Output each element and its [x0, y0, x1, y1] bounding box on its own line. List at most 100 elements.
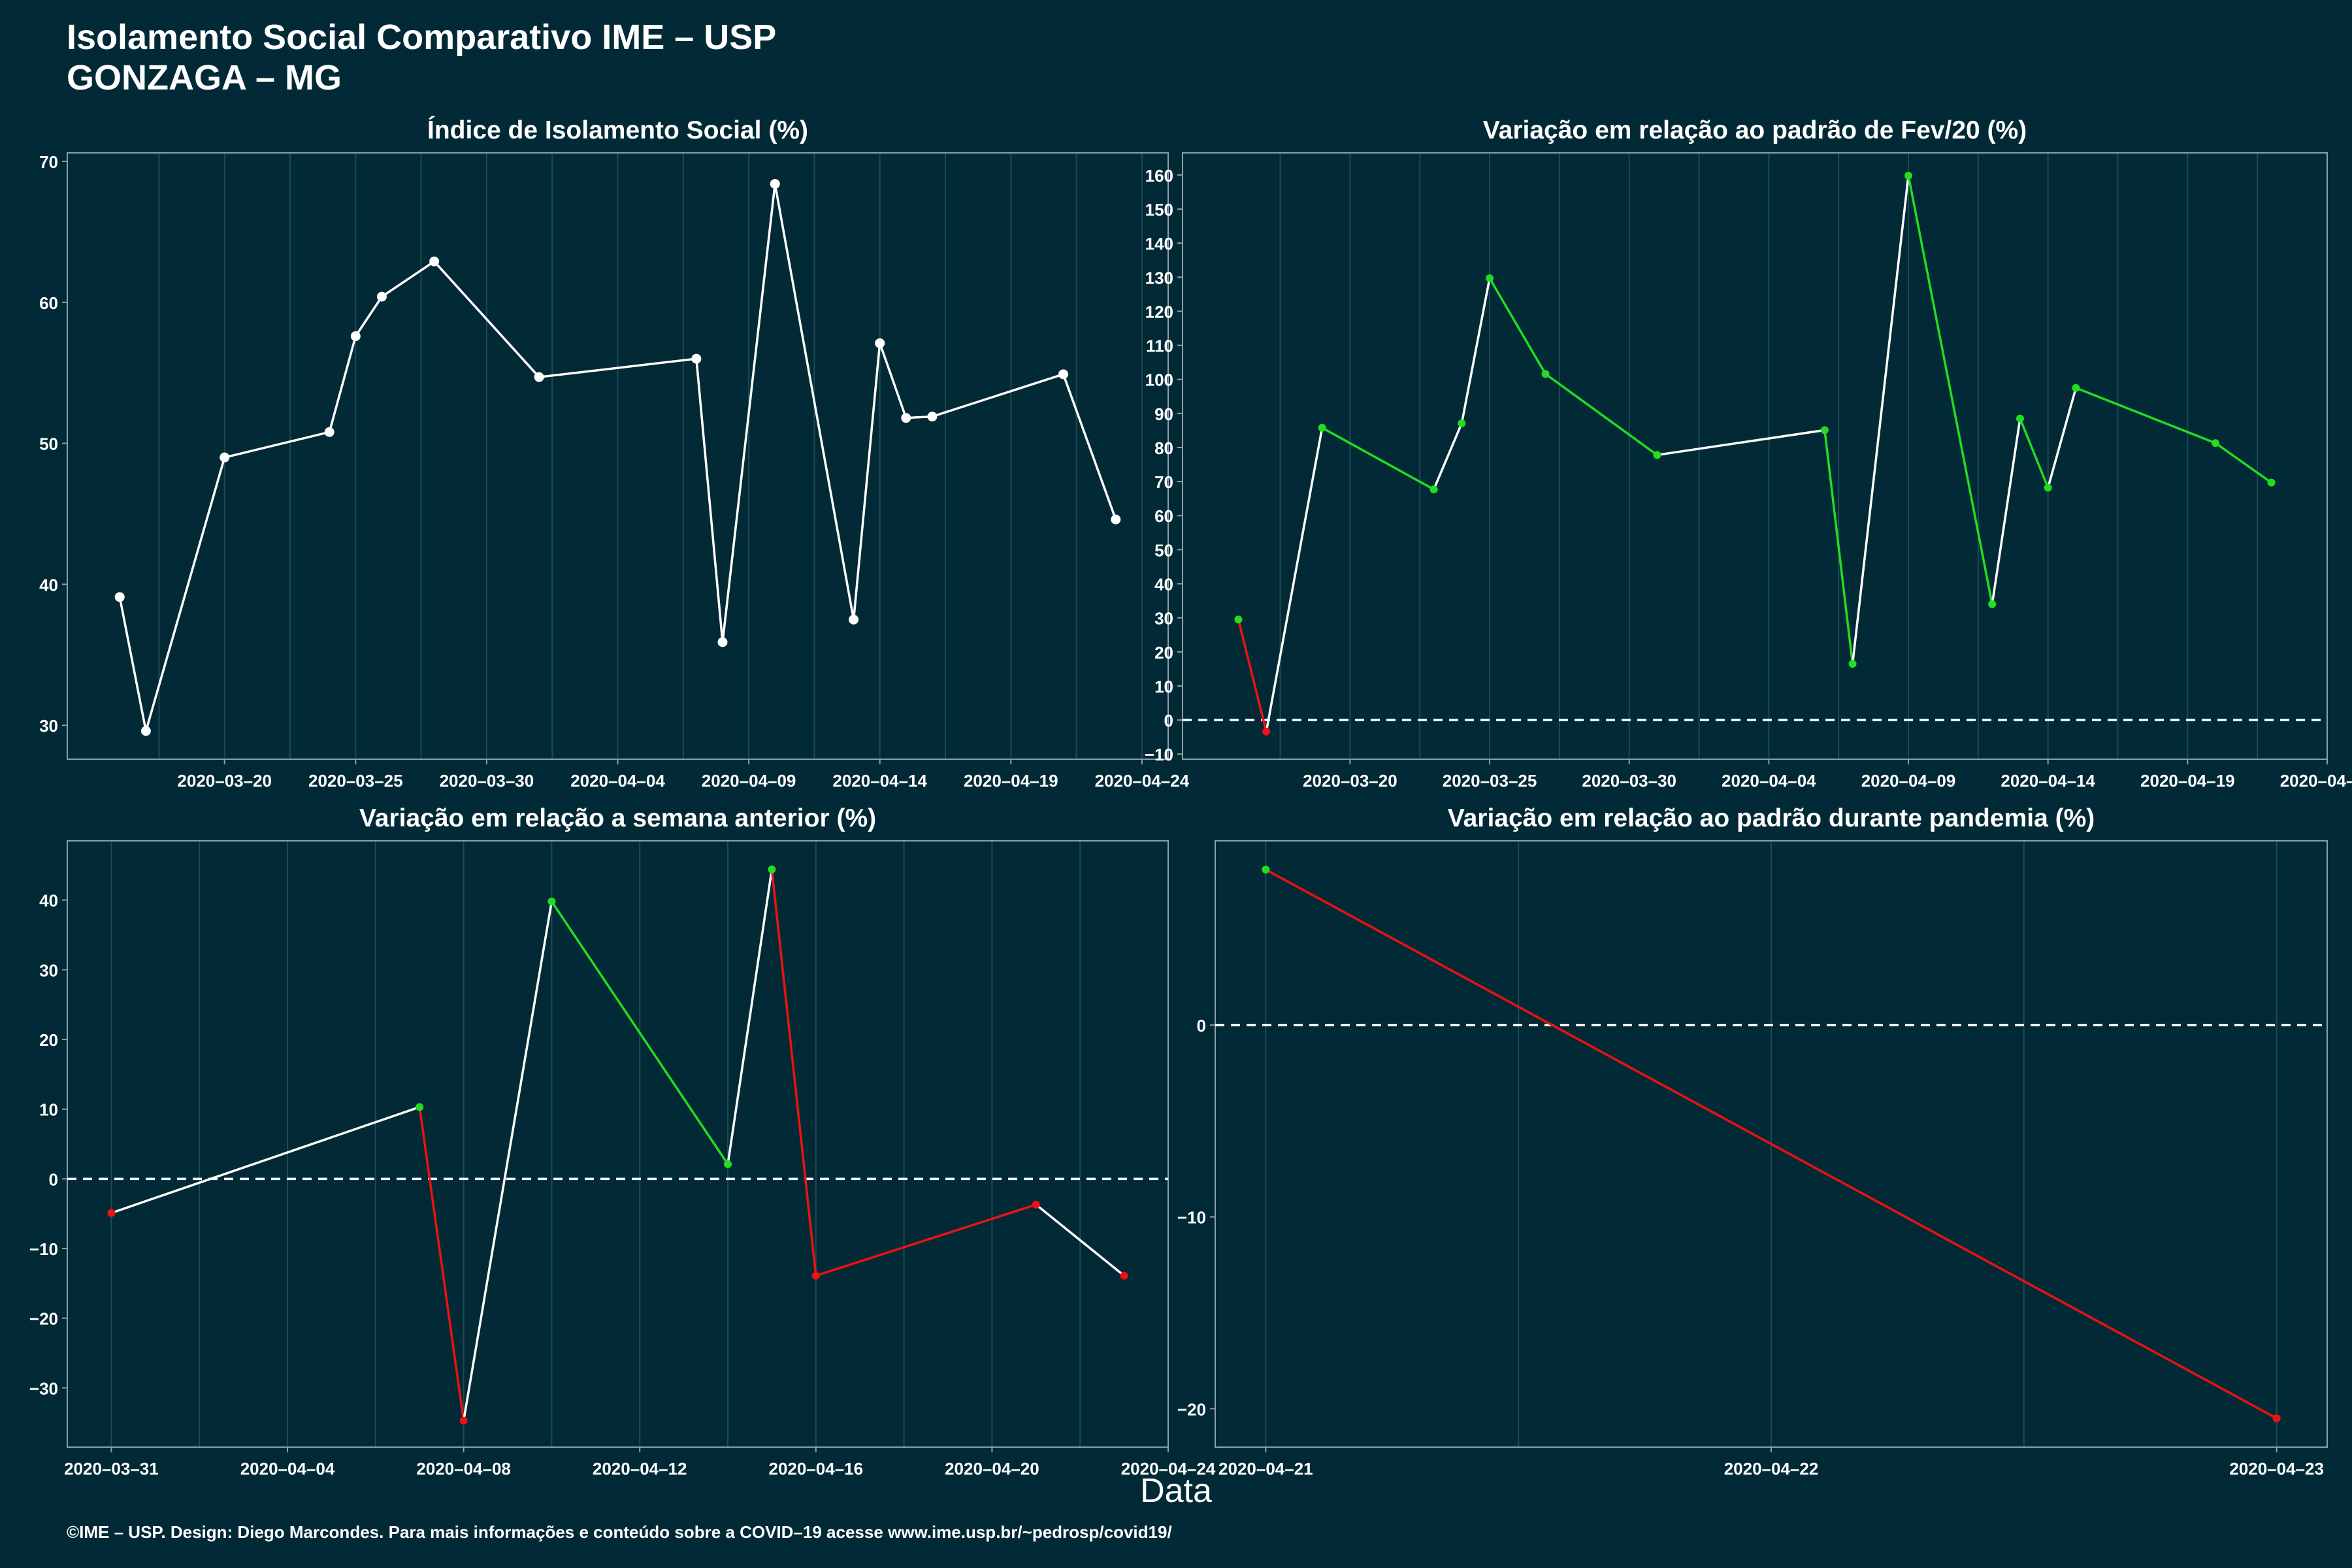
- data-point-p2-0: [1234, 615, 1243, 624]
- data-point-p1-13: [901, 413, 911, 423]
- y-tick-label-p1-1: 40: [39, 575, 58, 595]
- y-tick-label-p2-5: 40: [1154, 575, 1173, 595]
- data-point-p3-1: [416, 1103, 424, 1111]
- data-point-p2-7: [1653, 451, 1661, 459]
- series-segment-p2-16: [2215, 442, 2272, 484]
- data-point-p2-4: [1458, 419, 1466, 427]
- data-point-p2-15: [2212, 439, 2220, 448]
- data-point-p2-8: [1820, 426, 1829, 434]
- y-tick-label-p3-1: −20: [29, 1309, 58, 1329]
- y-tick-label-p4-1: −10: [1177, 1208, 1206, 1228]
- data-point-p1-12: [875, 338, 885, 348]
- data-point-p2-13: [2044, 483, 2052, 492]
- y-tick-label-p1-3: 60: [39, 293, 58, 313]
- y-tick-label-p2-13: 120: [1145, 302, 1173, 321]
- chart-panel-p1: 30 40 50 60 70 2020–03–20 2020–03–25 2020–03–30…: [39, 152, 1190, 791]
- x-tick-label-p4-0: 2020–04–21: [1218, 1459, 1313, 1478]
- x-tick-label-p3-6: 2020–04–24: [1121, 1459, 1216, 1478]
- series-segment-p2-15: [2075, 387, 2216, 444]
- x-tick-label-p2-4: 2020–04–09: [1861, 771, 1956, 791]
- data-point-p1-14: [927, 412, 938, 422]
- x-tick-label-p1-1: 2020–03–25: [308, 771, 403, 791]
- y-tick-label-p2-4: 30: [1154, 609, 1173, 629]
- x-tick-label-p1-5: 2020–04–14: [832, 771, 927, 791]
- y-tick-label-p4-0: −20: [1177, 1399, 1206, 1419]
- y-tick-label-p2-1: 0: [1164, 711, 1173, 730]
- panel-title-variation-feb: Variação em relação ao padrão de Fev/20 …: [1482, 116, 2027, 144]
- data-point-p2-12: [2016, 414, 2024, 423]
- panel-title-variation-week: Variação em relação a semana anterior (%…: [359, 804, 877, 832]
- series-segment-p3-8: [1035, 1203, 1125, 1277]
- data-point-p1-4: [350, 331, 361, 342]
- series-segment-p1-9: [695, 358, 724, 643]
- x-tick-label-p3-1: 2020–04–04: [240, 1459, 335, 1478]
- chart-panel-p2: −10 0 10 20 30 40 50 60 70 80 90 100 110 120 130 140 150…: [1145, 152, 2352, 791]
- data-point-p2-16: [2267, 478, 2276, 487]
- data-point-p1-1: [140, 726, 151, 736]
- data-point-p3-7: [1032, 1200, 1040, 1209]
- series-segment-p3-6: [770, 869, 817, 1276]
- data-point-p2-2: [1318, 423, 1326, 432]
- y-tick-label-p2-14: 130: [1145, 268, 1173, 287]
- data-point-p3-2: [459, 1416, 468, 1425]
- data-point-p1-2: [220, 452, 230, 463]
- x-tick-label-p2-6: 2020–04–19: [2140, 771, 2235, 791]
- plot-frame-p3: [67, 840, 1169, 1448]
- y-tick-label-p2-15: 140: [1145, 234, 1173, 253]
- y-tick-label-p3-6: 30: [39, 960, 58, 980]
- series-segment-p1-4: [328, 336, 357, 433]
- data-point-p1-6: [429, 256, 440, 267]
- series-segment-p1-8: [538, 357, 697, 378]
- data-point-p4-0: [1262, 866, 1270, 874]
- x-tick-label-p1-2: 2020–03–30: [440, 771, 534, 791]
- x-tick-label-p3-4: 2020–04–16: [768, 1459, 863, 1478]
- y-tick-label-p3-0: −30: [29, 1379, 58, 1398]
- data-point-p3-8: [1120, 1271, 1128, 1280]
- data-point-p2-5: [1486, 274, 1494, 282]
- series-segment-p2-5: [1460, 278, 1491, 424]
- series-segment-p2-12: [1991, 418, 2021, 605]
- x-tick-label-p1-7: 2020–04–24: [1095, 771, 1190, 791]
- y-tick-label-p4-2: 0: [1197, 1016, 1206, 1036]
- series-segment-p3-7: [815, 1203, 1037, 1277]
- series-segment-p2-14: [2046, 387, 2078, 488]
- panel-title-variation-pandemic: Variação em relação ao padrão durante pa…: [1447, 804, 2095, 832]
- data-point-p1-15: [1058, 369, 1069, 380]
- data-point-p3-3: [547, 897, 556, 906]
- data-point-p1-16: [1111, 514, 1121, 525]
- data-point-p2-6: [1541, 370, 1550, 378]
- y-tick-label-p2-7: 60: [1154, 506, 1173, 526]
- series-segment-p1-11: [774, 184, 855, 620]
- series-segment-p3-1: [110, 1105, 420, 1215]
- data-point-p3-5: [768, 865, 776, 874]
- series-segment-p3-3: [462, 901, 553, 1421]
- data-point-p4-1: [2272, 1414, 2281, 1422]
- series-segment-p1-16: [1062, 374, 1117, 520]
- y-tick-label-p2-0: −10: [1145, 745, 1173, 764]
- x-tick-label-p1-4: 2020–04–09: [702, 771, 796, 791]
- main-title-line1: Isolamento Social Comparativo IME – USP: [67, 18, 777, 57]
- x-tick-label-p1-3: 2020–04–04: [570, 771, 665, 791]
- x-tick-label-p2-5: 2020–04–14: [2001, 771, 2095, 791]
- x-axis-title: Data: [1140, 1472, 1212, 1510]
- y-tick-label-p1-0: 30: [39, 716, 58, 736]
- x-tick-label-p3-3: 2020–04–12: [593, 1459, 687, 1478]
- data-point-p3-4: [724, 1160, 732, 1168]
- x-tick-label-p2-2: 2020–03–30: [1582, 771, 1676, 791]
- chart-panel-p3: −30 −20 −10 0 10 20 30 40 2020–03–31 2020–04–04 20…: [29, 840, 1216, 1478]
- series-segment-p3-5: [727, 869, 774, 1165]
- series-segment-p2-2: [1265, 427, 1324, 732]
- data-point-p1-11: [849, 614, 859, 625]
- series-segment-p2-1: [1237, 619, 1267, 732]
- x-tick-label-p3-5: 2020–04–20: [945, 1459, 1039, 1478]
- data-point-p3-6: [811, 1271, 820, 1280]
- main-title: Isolamento Social Comparativo IME – USP …: [67, 17, 776, 98]
- data-point-p1-0: [114, 592, 125, 602]
- series-segment-p2-11: [1907, 175, 1993, 605]
- data-point-p2-10: [1904, 171, 1913, 180]
- data-point-p3-0: [107, 1209, 116, 1217]
- series-segment-p1-2: [144, 457, 226, 732]
- x-tick-label-p3-2: 2020–04–08: [416, 1459, 511, 1478]
- series-segment-p1-15: [932, 373, 1064, 418]
